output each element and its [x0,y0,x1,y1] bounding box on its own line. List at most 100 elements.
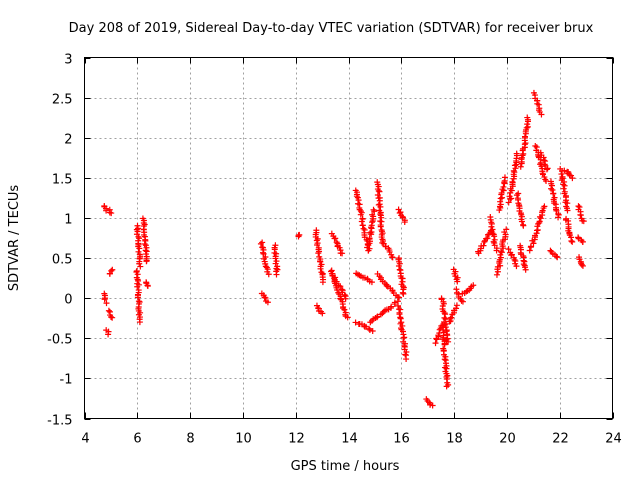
plot-frame [84,57,613,419]
data-point [358,218,365,225]
data-point [493,247,500,254]
data-point [257,240,264,247]
seg-k2 [505,246,520,270]
data-point [337,283,344,290]
data-point [352,319,359,326]
data-point [108,313,115,320]
data-point [109,314,116,321]
data-point [134,271,141,278]
data-point [543,166,550,173]
data-point [550,190,557,197]
data-point [442,324,449,331]
data-point [109,266,116,273]
grid-lines [84,57,613,419]
data-point [564,200,571,207]
data-point [538,111,545,118]
data-points [101,89,587,409]
y-tick-label: -1 [60,373,73,388]
seg-k4 [517,114,531,170]
seg-d5 [329,270,349,302]
seg-b4 [143,279,151,290]
x-tick-label: 6 [133,432,141,447]
seg-a6 [105,307,116,321]
data-point [520,222,527,229]
seg-i2 [450,266,461,285]
data-point [357,211,364,218]
data-point [497,262,504,269]
data-point [501,174,508,181]
data-point [369,211,376,218]
y-tick-label: 2 [64,133,72,148]
seg-l4 [537,149,551,173]
data-point [319,310,326,317]
data-point [578,261,585,268]
seg-g2 [395,255,407,297]
data-point [144,283,151,290]
seg-b2 [133,268,144,326]
data-point [513,150,520,157]
seg-k5 [517,242,529,273]
data-point [577,212,584,219]
data-point [453,286,460,293]
data-point [376,201,383,208]
data-point [141,240,148,247]
data-point [569,175,576,182]
data-point [447,315,454,322]
seg-l3 [526,203,548,254]
y-tick-label: 0.5 [52,253,73,268]
data-point [272,255,279,262]
data-point [391,299,398,306]
data-point [273,271,280,278]
data-point [553,207,560,214]
data-point [580,218,587,225]
data-point [532,142,539,149]
seg-b1 [133,222,144,270]
data-point [396,311,403,318]
x-axis-label: GPS time / hours [291,459,400,474]
y-tick-label: -0.5 [47,333,72,348]
data-point [261,294,268,301]
data-point [135,277,142,284]
data-point [561,167,568,174]
data-point [363,236,370,243]
data-point [143,258,150,265]
data-point [470,282,477,289]
seg-h3 [439,322,452,390]
seg-k3 [513,190,527,229]
data-point [558,171,565,178]
seg-a4 [103,327,112,338]
data-point [530,240,537,247]
seg-d3 [328,230,346,257]
data-point [503,226,510,233]
x-tick-label: 12 [288,432,305,447]
seg-n2 [575,234,586,245]
chart-title: Day 208 of 2019, Sidereal Day-to-day VTE… [69,21,594,36]
data-point [454,278,461,285]
data-point [544,165,551,172]
seg-c1 [257,239,272,278]
data-point [389,254,396,261]
data-point [366,325,373,332]
seg-j3 [496,174,508,214]
data-point [441,356,448,363]
data-point [377,203,384,210]
data-point [136,245,143,252]
data-point [366,235,373,242]
seg-a5 [106,266,116,277]
data-point [446,318,453,325]
data-point [520,261,527,268]
x-tick-label: 16 [393,432,410,447]
seg-m1 [547,178,562,221]
data-point [522,266,529,273]
data-point [453,302,460,309]
data-point [355,197,362,204]
seg-j2 [487,213,500,254]
y-tick-label: 3 [64,53,72,68]
data-point [481,238,488,245]
data-point [108,210,115,217]
seg-e2 [365,206,378,254]
data-point [366,326,373,333]
data-point [459,298,466,305]
data-point [137,263,144,270]
